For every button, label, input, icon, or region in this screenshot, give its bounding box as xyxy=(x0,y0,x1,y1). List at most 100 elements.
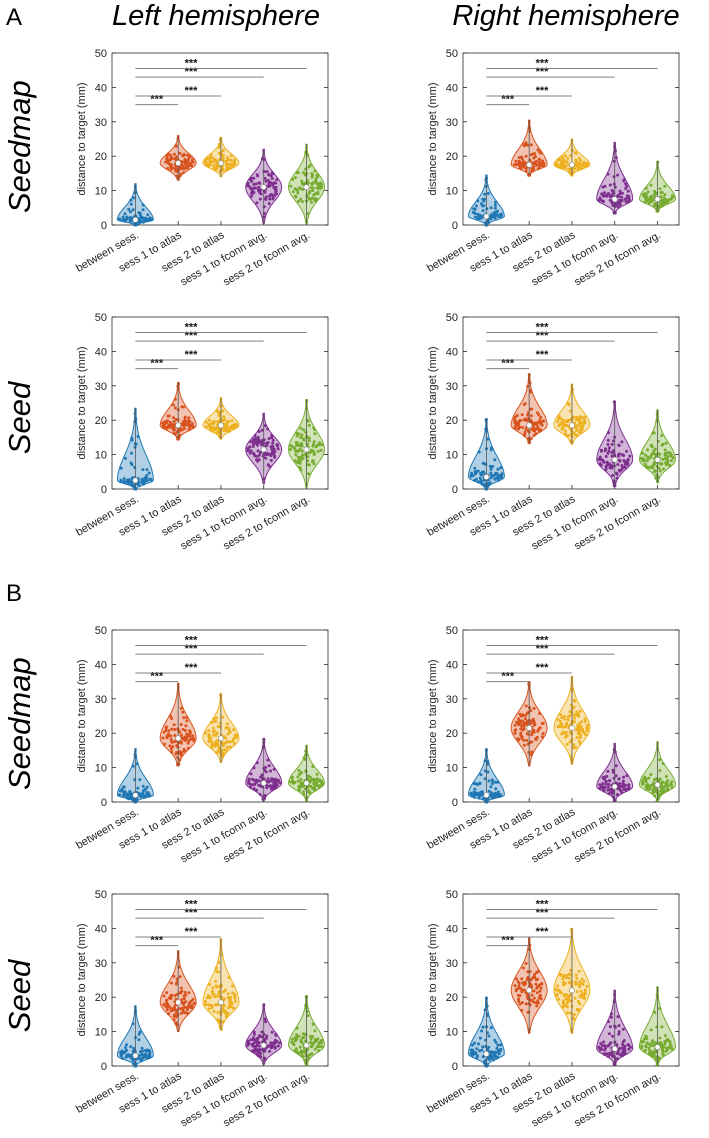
data-point xyxy=(216,420,220,424)
data-point xyxy=(653,469,657,473)
data-point xyxy=(499,1043,503,1047)
data-point xyxy=(180,751,184,754)
data-point xyxy=(602,191,606,195)
data-point xyxy=(526,970,530,974)
data-point xyxy=(306,212,310,216)
data-point xyxy=(564,997,568,1001)
data-point xyxy=(519,731,523,735)
data-point xyxy=(262,211,266,215)
data-point xyxy=(299,778,303,781)
data-point xyxy=(621,782,625,786)
data-point xyxy=(610,201,614,205)
data-point xyxy=(249,1038,253,1042)
data-point xyxy=(308,197,312,201)
data-point xyxy=(316,182,319,186)
data-point xyxy=(660,434,664,438)
data-point xyxy=(567,995,571,999)
data-point xyxy=(616,463,620,466)
data-point xyxy=(616,205,620,209)
data-point xyxy=(565,734,569,738)
data-point xyxy=(569,732,573,736)
data-point xyxy=(651,452,654,456)
median-marker xyxy=(611,196,618,203)
violin-sess-2-to-fconn-avg xyxy=(638,409,676,484)
median-marker xyxy=(175,999,182,1006)
data-point xyxy=(573,996,577,1000)
median-marker xyxy=(132,792,139,799)
median-marker xyxy=(526,161,533,168)
data-point xyxy=(559,972,563,976)
data-point xyxy=(167,996,171,1000)
data-point xyxy=(172,432,176,435)
data-point xyxy=(529,753,533,757)
data-point xyxy=(659,789,662,793)
data-point xyxy=(317,1042,321,1045)
data-point xyxy=(303,181,306,185)
data-point xyxy=(309,1040,313,1044)
data-point xyxy=(252,1041,256,1045)
data-point xyxy=(248,451,252,455)
data-point xyxy=(664,441,668,445)
data-point xyxy=(530,740,534,744)
data-point xyxy=(583,996,586,1000)
data-point xyxy=(225,740,229,744)
data-point xyxy=(300,179,304,183)
data-point xyxy=(139,216,143,220)
data-point xyxy=(667,451,671,455)
data-point xyxy=(612,484,616,488)
data-point xyxy=(221,744,225,747)
data-point xyxy=(612,776,616,780)
data-point xyxy=(230,419,234,423)
data-point xyxy=(493,203,497,207)
data-point xyxy=(566,1011,569,1015)
data-point xyxy=(141,468,145,472)
data-point xyxy=(641,194,645,197)
data-point xyxy=(145,479,149,483)
data-point xyxy=(180,428,184,432)
data-point xyxy=(523,980,527,984)
data-point xyxy=(224,159,228,163)
significance-label: *** xyxy=(501,671,515,683)
data-point xyxy=(578,731,582,735)
data-point xyxy=(564,725,568,729)
data-point xyxy=(522,738,526,742)
data-point xyxy=(138,1053,142,1057)
data-point xyxy=(649,1054,653,1058)
data-point xyxy=(186,741,190,745)
data-point xyxy=(651,788,655,792)
data-point xyxy=(168,744,172,748)
data-point xyxy=(210,425,214,429)
violin-sess-1-to-atlas xyxy=(510,936,548,1034)
data-point xyxy=(660,1025,664,1029)
data-point xyxy=(654,201,658,205)
data-point xyxy=(668,1042,672,1046)
data-point xyxy=(539,151,543,155)
median-marker xyxy=(132,477,139,484)
data-point xyxy=(131,764,135,768)
data-point xyxy=(306,1014,310,1018)
data-point xyxy=(521,966,525,970)
data-point xyxy=(483,192,487,196)
data-point xyxy=(575,990,579,994)
data-point xyxy=(529,978,533,981)
data-point xyxy=(577,969,581,973)
data-point xyxy=(312,778,316,781)
data-point xyxy=(535,1004,539,1008)
data-point xyxy=(532,707,536,710)
data-point xyxy=(604,447,607,451)
data-point xyxy=(477,793,481,797)
data-point xyxy=(165,1005,169,1009)
data-point xyxy=(531,152,535,156)
data-point xyxy=(661,457,665,461)
data-point xyxy=(232,1006,235,1010)
median-marker xyxy=(483,474,490,480)
data-point xyxy=(291,1042,295,1045)
data-point xyxy=(513,731,517,735)
data-point xyxy=(583,717,587,721)
data-point xyxy=(476,783,480,787)
data-point xyxy=(651,1043,655,1047)
data-point xyxy=(127,207,131,211)
data-point xyxy=(483,1060,487,1064)
data-point xyxy=(583,415,587,419)
